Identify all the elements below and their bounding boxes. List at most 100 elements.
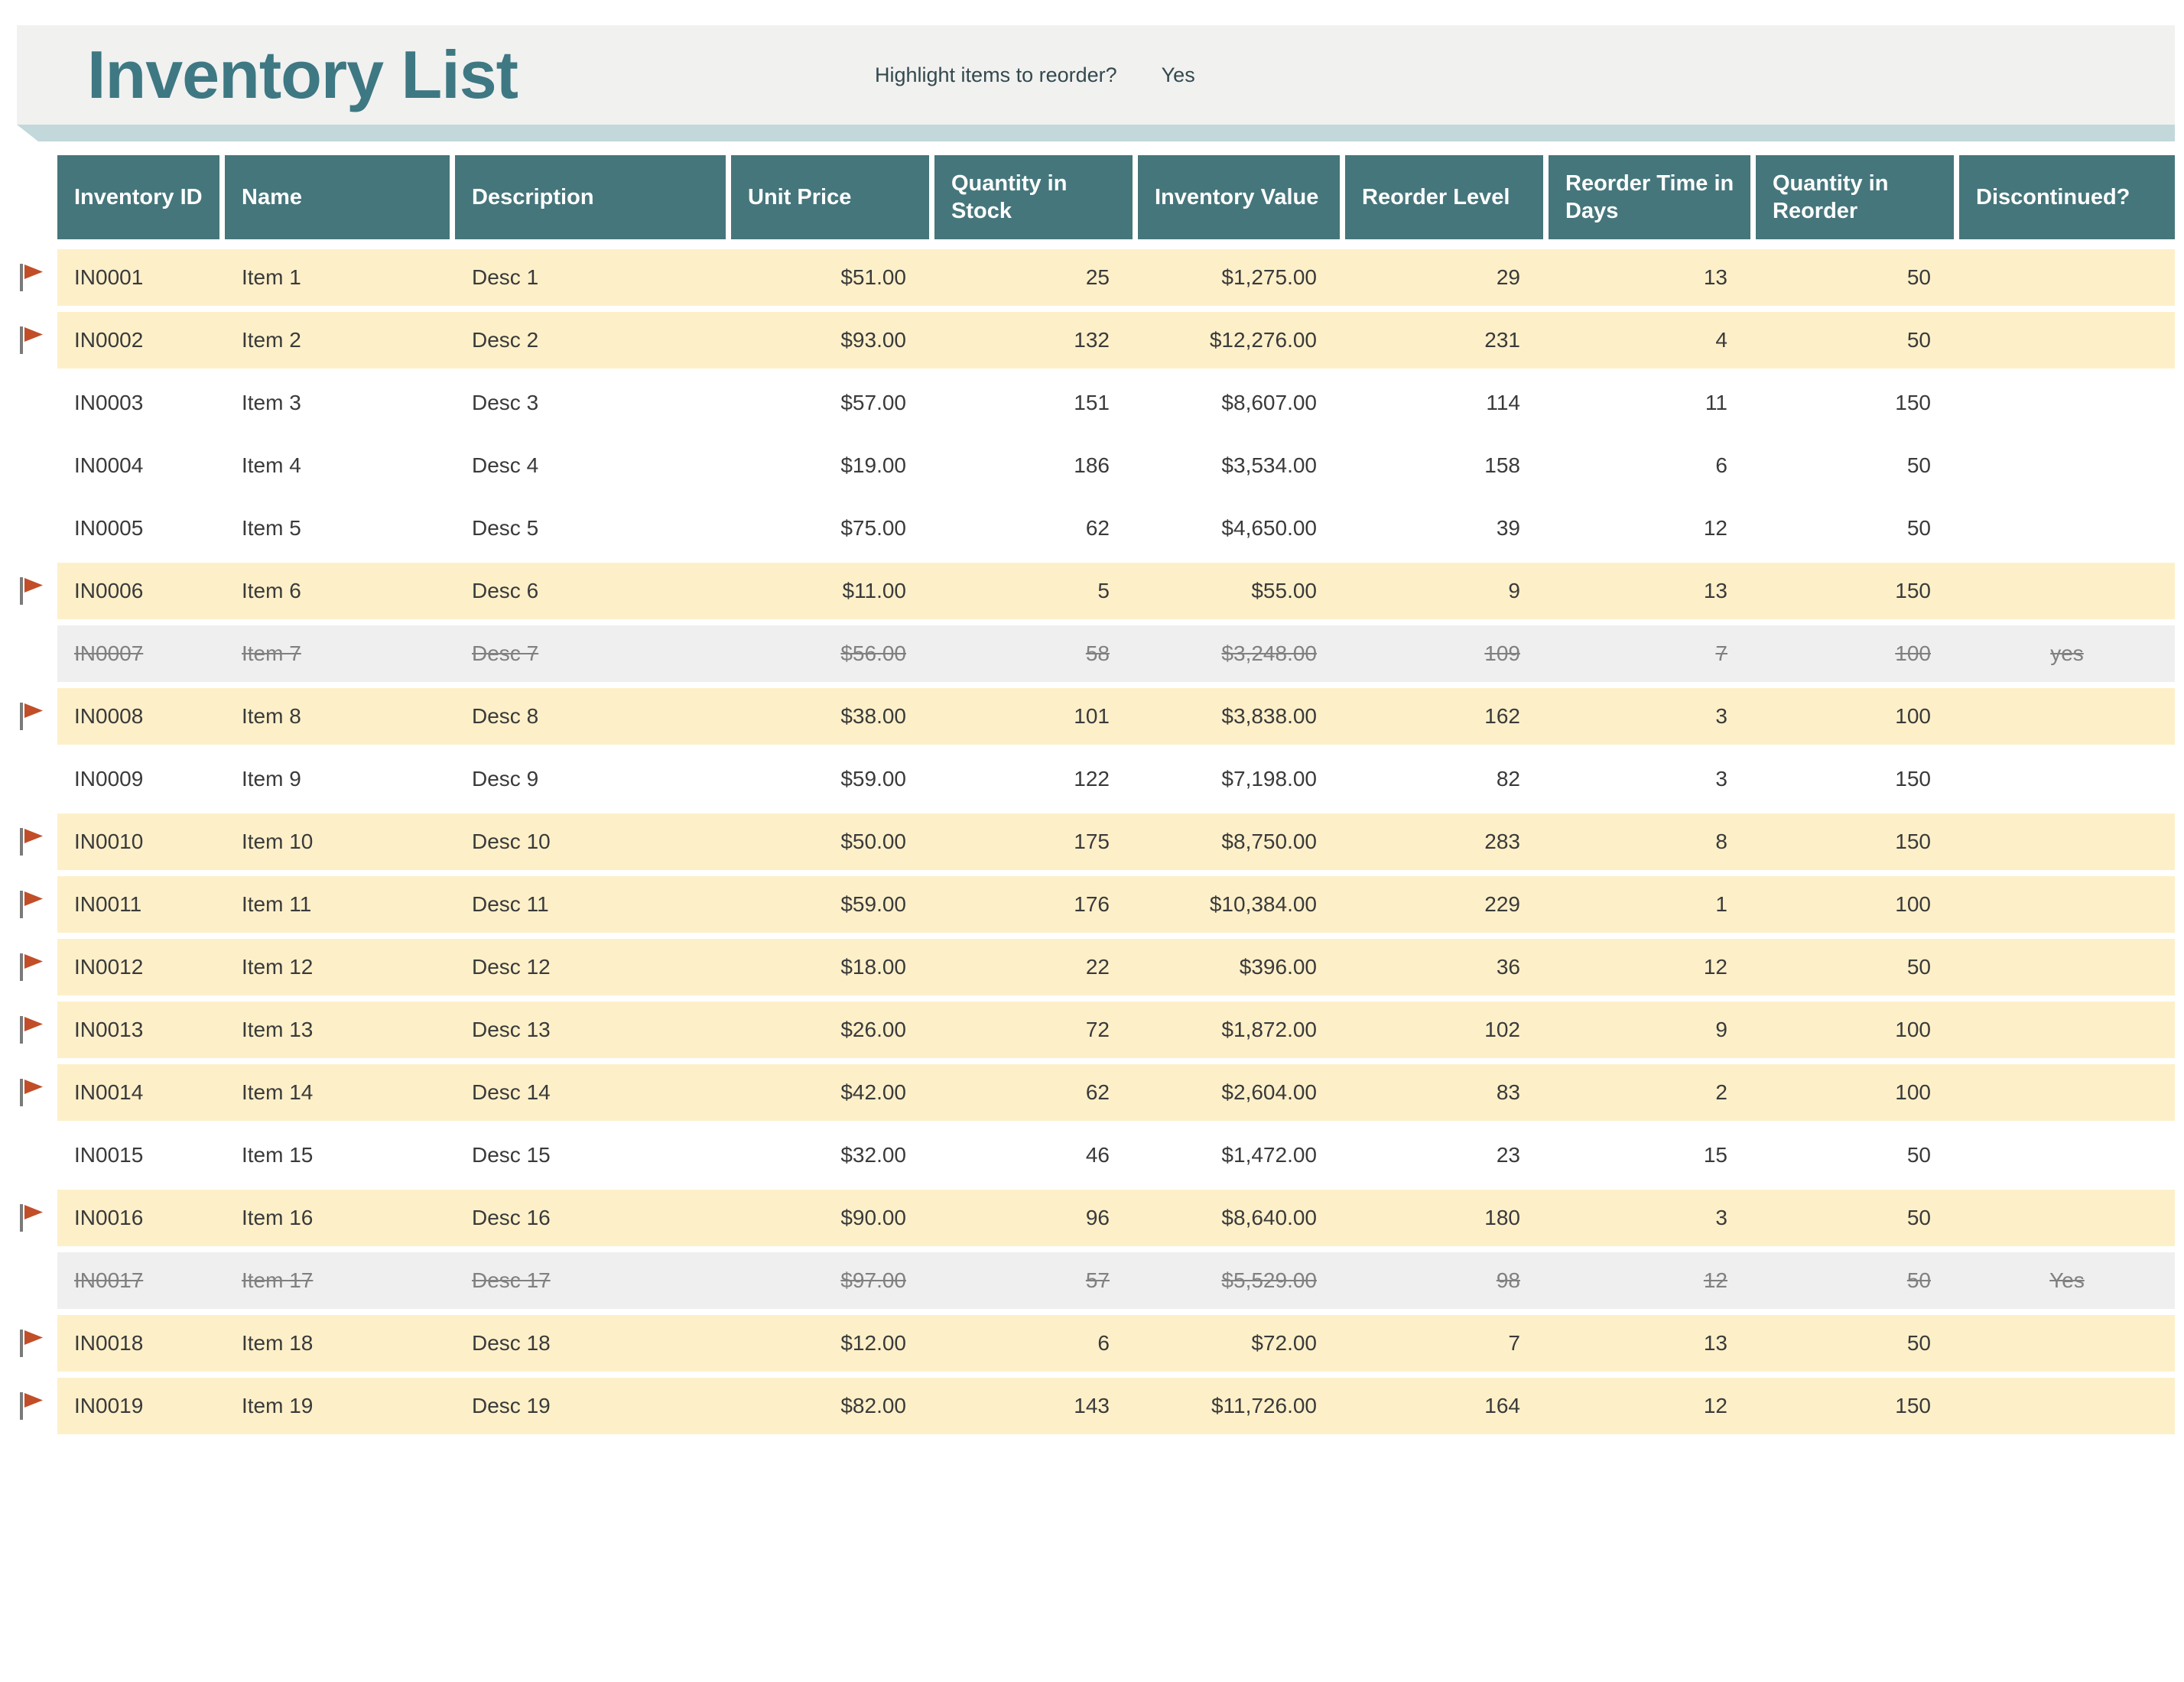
cell-description[interactable]: Desc 12 xyxy=(472,955,551,979)
cell-discontinued[interactable] xyxy=(1959,1127,2175,1184)
cell-reorder_time_in_days[interactable]: 12 xyxy=(1703,1268,1727,1292)
cell-id[interactable]: IN0005 xyxy=(74,516,144,540)
cell-id[interactable]: IN0006 xyxy=(74,579,144,602)
cell-name[interactable]: Item 11 xyxy=(242,892,312,916)
cell-quantity_in_reorder[interactable]: 50 xyxy=(1906,516,1931,540)
cell-name[interactable]: Item 6 xyxy=(242,579,301,602)
table-row[interactable]: IN0015 Item 15 Desc 15 $32.00 46 $1,472.00 23 1… xyxy=(57,1127,2175,1184)
cell-reorder_time_in_days[interactable]: 3 xyxy=(1715,1206,1727,1229)
cell-name[interactable]: Item 7 xyxy=(242,641,301,665)
table-row[interactable]: IN0008 Item 8 Desc 8 $38.00 101 $3,838.00 162 3… xyxy=(20,688,2175,745)
cell-name[interactable]: Item 14 xyxy=(242,1080,314,1104)
cell-quantity_in_reorder[interactable]: 150 xyxy=(1895,391,1931,414)
cell-quantity_in_stock[interactable]: 62 xyxy=(1085,516,1110,540)
cell-reorder_time_in_days[interactable]: 12 xyxy=(1703,516,1727,540)
cell-id[interactable]: IN0018 xyxy=(74,1331,144,1355)
cell-quantity_in_reorder[interactable]: 50 xyxy=(1906,955,1931,979)
cell-reorder_level[interactable]: 283 xyxy=(1484,830,1520,853)
cell-description[interactable]: Desc 5 xyxy=(472,516,539,540)
cell-inventory_value[interactable]: $5,529.00 xyxy=(1221,1268,1317,1292)
cell-unit_price[interactable]: $82.00 xyxy=(840,1394,906,1417)
column-header-inventory_value[interactable]: Inventory Value xyxy=(1138,155,1340,239)
cell-quantity_in_reorder[interactable]: 150 xyxy=(1895,830,1931,853)
cell-unit_price[interactable]: $11.00 xyxy=(842,579,906,602)
cell-discontinued[interactable] xyxy=(1959,1315,2175,1372)
cell-id[interactable]: IN0016 xyxy=(74,1206,144,1229)
cell-id[interactable]: IN0011 xyxy=(74,892,142,916)
cell-description[interactable]: Desc 13 xyxy=(472,1018,551,1041)
cell-quantity_in_stock[interactable]: 175 xyxy=(1074,830,1110,853)
cell-id[interactable]: IN0014 xyxy=(74,1080,144,1104)
cell-reorder_time_in_days[interactable]: 3 xyxy=(1715,704,1727,728)
table-row[interactable]: IN0012 Item 12 Desc 12 $18.00 22 $396.00 36 12 5… xyxy=(20,939,2175,995)
cell-quantity_in_stock[interactable]: 57 xyxy=(1085,1268,1110,1292)
cell-name[interactable]: Item 15 xyxy=(242,1143,314,1167)
table-row[interactable]: IN0009 Item 9 Desc 9 $59.00 122 $7,198.00 82 3 1… xyxy=(57,751,2175,807)
cell-reorder_time_in_days[interactable]: 13 xyxy=(1703,1331,1727,1355)
cell-inventory_value[interactable]: $55.00 xyxy=(1251,579,1317,602)
cell-unit_price[interactable]: $12.00 xyxy=(840,1331,906,1355)
cell-id[interactable]: IN0015 xyxy=(74,1143,144,1167)
column-header-reorder_level[interactable]: Reorder Level xyxy=(1345,155,1543,239)
cell-quantity_in_reorder[interactable]: 50 xyxy=(1906,1143,1931,1167)
cell-inventory_value[interactable]: $7,198.00 xyxy=(1221,767,1317,791)
cell-unit_price[interactable]: $90.00 xyxy=(840,1206,906,1229)
cell-reorder_level[interactable]: 98 xyxy=(1496,1268,1520,1292)
cell-unit_price[interactable]: $75.00 xyxy=(840,516,906,540)
cell-reorder_time_in_days[interactable]: 3 xyxy=(1715,767,1727,791)
table-row[interactable]: IN0002 Item 2 Desc 2 $93.00 132 $12,276.00 231… xyxy=(20,312,2175,369)
cell-reorder_level[interactable]: 29 xyxy=(1496,265,1520,289)
cell-name[interactable]: Item 13 xyxy=(242,1018,314,1041)
cell-reorder_level[interactable]: 102 xyxy=(1484,1018,1520,1041)
cell-name[interactable]: Item 8 xyxy=(242,704,301,728)
cell-description[interactable]: Desc 4 xyxy=(472,453,539,477)
cell-quantity_in_stock[interactable]: 58 xyxy=(1085,641,1110,665)
cell-reorder_time_in_days[interactable]: 1 xyxy=(1715,892,1727,916)
column-header-quantity_in_reorder[interactable]: Quantity in Reorder xyxy=(1756,155,1954,239)
cell-description[interactable]: Desc 17 xyxy=(472,1268,551,1292)
cell-unit_price[interactable]: $56.00 xyxy=(840,641,906,665)
cell-unit_price[interactable]: $93.00 xyxy=(840,328,906,352)
cell-quantity_in_reorder[interactable]: 50 xyxy=(1906,1206,1931,1229)
cell-quantity_in_stock[interactable]: 151 xyxy=(1074,391,1110,414)
column-header-name[interactable]: Name xyxy=(225,155,450,239)
cell-unit_price[interactable]: $51.00 xyxy=(840,265,906,289)
table-row[interactable]: IN0013 Item 13 Desc 13 $26.00 72 $1,872.00 102… xyxy=(20,1002,2175,1058)
cell-quantity_in_stock[interactable]: 6 xyxy=(1097,1331,1110,1355)
cell-id[interactable]: IN0012 xyxy=(74,955,144,979)
cell-quantity_in_stock[interactable]: 22 xyxy=(1085,955,1110,979)
cell-name[interactable]: Item 5 xyxy=(242,516,301,540)
cell-unit_price[interactable]: $19.00 xyxy=(840,453,906,477)
cell-description[interactable]: Desc 8 xyxy=(472,704,539,728)
table-row[interactable]: IN0006 Item 6 Desc 6 $11.00 5 $55.00 9 13 150 xyxy=(20,563,2175,619)
cell-reorder_level[interactable]: 36 xyxy=(1496,955,1520,979)
cell-discontinued[interactable] xyxy=(1959,1378,2175,1434)
cell-quantity_in_stock[interactable]: 62 xyxy=(1085,1080,1110,1104)
cell-inventory_value[interactable]: $396.00 xyxy=(1239,955,1317,979)
cell-id[interactable]: IN0008 xyxy=(74,704,144,728)
cell-description[interactable]: Desc 16 xyxy=(472,1206,551,1229)
cell-discontinued[interactable] xyxy=(1959,876,2175,933)
table-row[interactable]: IN0019 Item 19 Desc 19 $82.00 143 $11,726.00 1… xyxy=(20,1378,2175,1434)
cell-reorder_time_in_days[interactable]: 9 xyxy=(1715,1018,1727,1041)
table-row[interactable]: IN0017 Item 17 Desc 17 $97.00 57 $5,529.00 98 1… xyxy=(57,1252,2175,1309)
cell-unit_price[interactable]: $18.00 xyxy=(840,955,906,979)
cell-discontinued[interactable] xyxy=(1959,312,2175,369)
cell-inventory_value[interactable]: $1,275.00 xyxy=(1221,265,1317,289)
cell-discontinued[interactable] xyxy=(1959,249,2175,306)
cell-reorder_time_in_days[interactable]: 13 xyxy=(1703,579,1727,602)
cell-reorder_level[interactable]: 7 xyxy=(1508,1331,1520,1355)
cell-description[interactable]: Desc 15 xyxy=(472,1143,551,1167)
cell-reorder_time_in_days[interactable]: 12 xyxy=(1703,1394,1727,1417)
cell-reorder_time_in_days[interactable]: 8 xyxy=(1715,830,1727,853)
cell-quantity_in_stock[interactable]: 132 xyxy=(1074,328,1110,352)
table-row[interactable]: IN0014 Item 14 Desc 14 $42.00 62 $2,604.00 83 2… xyxy=(20,1064,2175,1121)
cell-name[interactable]: Item 16 xyxy=(242,1206,314,1229)
column-header-discontinued[interactable]: Discontinued? xyxy=(1959,155,2175,239)
cell-id[interactable]: IN0009 xyxy=(74,767,144,791)
cell-name[interactable]: Item 1 xyxy=(242,265,301,289)
cell-quantity_in_stock[interactable]: 72 xyxy=(1085,1018,1110,1041)
cell-reorder_time_in_days[interactable]: 12 xyxy=(1703,955,1727,979)
cell-reorder_time_in_days[interactable]: 15 xyxy=(1703,1143,1727,1167)
cell-quantity_in_stock[interactable]: 25 xyxy=(1085,265,1110,289)
